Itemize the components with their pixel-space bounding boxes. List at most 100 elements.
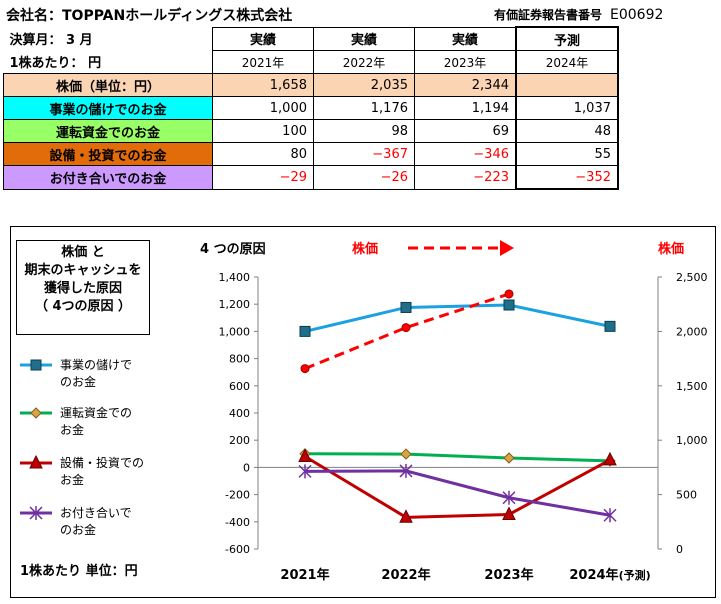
chart-title-line: 獲得した原因 bbox=[43, 281, 122, 296]
series-line bbox=[304, 469, 611, 517]
table-cell: 1,176 bbox=[313, 96, 415, 120]
series-line bbox=[304, 455, 611, 519]
square-marker bbox=[604, 320, 616, 332]
triangle-marker bbox=[399, 509, 413, 523]
col-year-2021: 2021年 bbox=[212, 50, 314, 74]
right-axis-title: 株価 bbox=[658, 241, 684, 257]
diamond-marker bbox=[503, 452, 515, 464]
col-year-2024: 2024年 bbox=[515, 50, 619, 74]
table-cell: 2,035 bbox=[313, 73, 415, 97]
star-marker bbox=[298, 464, 312, 479]
legend-label: お金 bbox=[60, 473, 85, 487]
circle-marker bbox=[401, 323, 411, 333]
x-tick-label: 2021年 bbox=[280, 567, 329, 583]
right-tick-label: 0 bbox=[676, 543, 683, 556]
left-tick-label: 800 bbox=[229, 353, 250, 366]
table-cell: 80 bbox=[212, 142, 314, 166]
square-marker bbox=[503, 299, 515, 311]
square-icon bbox=[30, 359, 42, 371]
triangle-icon bbox=[29, 454, 43, 469]
table-cell: −26 bbox=[313, 165, 415, 190]
col-type-2024: 予測 bbox=[515, 26, 619, 51]
table-cell: 98 bbox=[313, 119, 415, 143]
legend-label: のお金 bbox=[60, 523, 97, 537]
left-tick-label: 0 bbox=[243, 461, 250, 474]
diamond-icon bbox=[30, 407, 42, 419]
table-cell: −346 bbox=[414, 142, 517, 166]
row-label: 事業の儲けでのお金 bbox=[3, 96, 213, 120]
right-tick-label: 2,000 bbox=[676, 325, 708, 338]
right-tick-label: 500 bbox=[676, 489, 697, 502]
table-cell: −367 bbox=[313, 142, 415, 166]
chart-title-line: 期末のキャッシュを bbox=[24, 263, 142, 278]
left-tick-label: 1,000 bbox=[219, 325, 251, 338]
left-tick-label: 200 bbox=[229, 434, 250, 447]
right-tick-label: 2,500 bbox=[676, 271, 708, 284]
right-tick-label: 1,500 bbox=[676, 380, 708, 393]
series-line bbox=[304, 452, 611, 463]
chart-title-line: 株価 と bbox=[61, 245, 105, 260]
table-row: 設備・投資でのお金 80 −367 −346 55 bbox=[3, 142, 619, 166]
left-tick-label: 600 bbox=[229, 380, 250, 393]
star-icon bbox=[29, 506, 43, 520]
triangle-marker bbox=[298, 448, 312, 463]
arrow-head-icon bbox=[500, 240, 514, 256]
right-tick-label: 1,000 bbox=[676, 434, 708, 447]
circle-marker bbox=[300, 364, 310, 374]
series-line bbox=[304, 292, 510, 370]
fiscal-month: 決算月： 3 月 bbox=[9, 33, 93, 49]
doc-number: 有価証券報告書番号 E00692 bbox=[494, 6, 663, 23]
legend-label: 事業の儲けで bbox=[60, 358, 133, 372]
left-tick-label: -400 bbox=[225, 516, 250, 529]
square-marker bbox=[400, 301, 412, 313]
row-label: 設備・投資でのお金 bbox=[3, 142, 213, 166]
x-tick-label: 2023年 bbox=[484, 567, 533, 583]
chart-title-box: 株価 と 期末のキャッシュを 獲得した原因 （ 4つの原因 ） bbox=[16, 240, 150, 335]
doc-number-code: E00692 bbox=[610, 7, 664, 23]
legend-entry: お付き合いで のお金 bbox=[60, 505, 132, 539]
row-label: 運転資金でのお金 bbox=[3, 119, 213, 143]
left-axis-title: 4 つの原因 bbox=[200, 242, 266, 257]
triangle-marker bbox=[603, 451, 617, 466]
table-cell: −223 bbox=[414, 165, 517, 190]
row-label: お付き合いでのお金 bbox=[3, 165, 213, 190]
star-marker bbox=[603, 508, 617, 523]
left-tick-label: 1,400 bbox=[219, 271, 251, 284]
table-cell: 55 bbox=[515, 142, 619, 166]
triangle-marker bbox=[502, 506, 516, 520]
legend-label: のお金 bbox=[60, 375, 97, 389]
chart-title-line: （ 4つの原因 ） bbox=[34, 299, 132, 314]
company-name: 会社名：TOPPANホールディングス株式会社 bbox=[6, 8, 293, 24]
table-row: お付き合いでのお金 −29 −26 −223 −352 bbox=[3, 165, 619, 190]
legend-label: 設備・投資での bbox=[60, 456, 145, 470]
legend-entry: 設備・投資での お金 bbox=[60, 455, 144, 489]
doc-number-label: 有価証券報告書番号 bbox=[494, 8, 603, 22]
star-marker bbox=[399, 463, 413, 478]
star-marker bbox=[502, 490, 516, 505]
row-label: 株価（単位：円） bbox=[3, 73, 213, 97]
x-tick-label: 2024年(予測) bbox=[569, 567, 650, 583]
table-cell: 2,344 bbox=[414, 73, 517, 97]
series-line bbox=[304, 303, 611, 333]
unit-note: 1株あたり 単位：円 bbox=[20, 564, 138, 579]
table-cell bbox=[515, 73, 619, 97]
legend-entry: 事業の儲けで のお金 bbox=[60, 357, 132, 391]
legend-label: お金 bbox=[60, 423, 85, 437]
left-tick-label: -200 bbox=[225, 489, 250, 502]
col-type-2021: 実績 bbox=[212, 26, 314, 51]
table-cell: −29 bbox=[212, 165, 314, 190]
table-cell: 48 bbox=[515, 119, 619, 143]
legend-label: お付き合いで bbox=[60, 506, 132, 520]
chart-frame bbox=[10, 226, 716, 598]
legend-label: 運転資金での bbox=[60, 406, 133, 420]
diamond-marker bbox=[400, 448, 412, 460]
x-tick-label: 2022年 bbox=[381, 567, 430, 583]
financial-table: 決算月： 3 月 実績 実績 実績 予測 1株あたり： 円 2021年 2022… bbox=[3, 26, 619, 190]
table-row: 運転資金でのお金 100 98 69 48 bbox=[3, 119, 619, 143]
legend-entry: 運転資金での お金 bbox=[60, 405, 132, 439]
left-tick-label: -600 bbox=[225, 543, 250, 556]
table-cell: −352 bbox=[515, 165, 619, 190]
table-row: 株価（単位：円） 1,658 2,035 2,344 bbox=[3, 73, 619, 97]
left-tick-label: 1,200 bbox=[219, 298, 251, 311]
